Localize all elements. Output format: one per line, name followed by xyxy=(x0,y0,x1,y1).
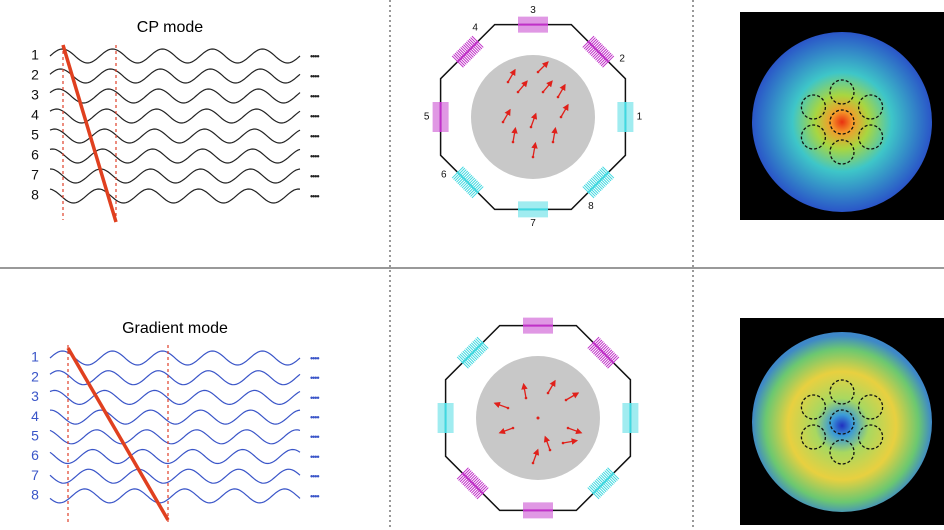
phantom xyxy=(471,55,595,179)
waveform xyxy=(50,149,300,163)
continuation-dots: •••• xyxy=(310,373,319,383)
coil xyxy=(433,102,449,132)
vector-origin xyxy=(517,91,520,94)
waveform xyxy=(50,390,300,404)
continuation-dots: •••• xyxy=(310,191,319,201)
vector-origin xyxy=(507,81,510,84)
vector-origin xyxy=(537,71,540,74)
coil-label: 5 xyxy=(424,112,430,123)
vector-origin xyxy=(547,392,550,395)
channel-number: 7 xyxy=(31,167,39,183)
field-map xyxy=(752,32,932,212)
vector-origin xyxy=(562,442,565,445)
waveform xyxy=(50,351,300,365)
channel-number: 3 xyxy=(31,388,39,404)
vector-origin xyxy=(525,397,528,400)
waveform xyxy=(50,489,300,503)
coil xyxy=(518,201,548,217)
vector-origin xyxy=(560,116,563,119)
continuation-dots: •••• xyxy=(310,171,319,181)
coil-label: 4 xyxy=(472,22,478,33)
channel-number: 1 xyxy=(31,47,39,63)
waveform xyxy=(50,69,300,83)
continuation-dots: •••• xyxy=(310,491,319,501)
channel-number: 2 xyxy=(31,67,39,83)
channel-number: 8 xyxy=(31,487,39,503)
channel-number: 5 xyxy=(31,127,39,143)
vector-origin xyxy=(512,427,515,430)
channel-number: 1 xyxy=(31,349,39,365)
continuation-dots: •••• xyxy=(310,432,319,442)
continuation-dots: •••• xyxy=(310,393,319,403)
waveform xyxy=(50,169,300,183)
vector-origin xyxy=(512,141,515,144)
channel-number: 8 xyxy=(31,187,39,203)
vector-origin xyxy=(557,96,560,99)
continuation-dots: •••• xyxy=(310,91,319,101)
phase-line xyxy=(68,348,168,520)
coil xyxy=(518,17,548,33)
coil-label: 6 xyxy=(441,170,447,181)
vector-origin xyxy=(567,427,570,430)
vector-origin xyxy=(532,462,535,465)
channel-number: 2 xyxy=(31,368,39,384)
continuation-dots: •••• xyxy=(310,131,319,141)
coil xyxy=(523,318,553,334)
waveform xyxy=(50,450,300,464)
coil-label: 2 xyxy=(619,54,625,65)
row-title: CP mode xyxy=(137,19,204,36)
vector-origin xyxy=(565,399,568,402)
continuation-dots: •••• xyxy=(310,151,319,161)
figure: CP mode Gradient mode 1 •••• 2 •••• 3 •••• 4 ••… xyxy=(0,0,944,530)
vector-origin xyxy=(502,121,505,124)
vector-origin xyxy=(507,407,510,410)
channel-number: 5 xyxy=(31,428,39,444)
waveform xyxy=(50,49,300,63)
vector-origin xyxy=(552,141,555,144)
waveform xyxy=(50,189,300,203)
channel-number: 4 xyxy=(31,408,39,424)
vector-origin xyxy=(530,126,533,129)
vector-origin xyxy=(532,156,535,159)
waveform xyxy=(50,430,300,444)
channel-number: 6 xyxy=(31,447,39,463)
coil-label: 1 xyxy=(637,112,643,123)
coil xyxy=(622,403,638,433)
phase-line xyxy=(63,45,116,222)
field-map xyxy=(752,332,932,512)
coil xyxy=(617,102,633,132)
channel-number: 4 xyxy=(31,107,39,123)
coil-label: 3 xyxy=(530,5,536,16)
vector-origin xyxy=(542,91,545,94)
continuation-dots: •••• xyxy=(310,452,319,462)
vector-origin xyxy=(549,449,552,452)
coil-label: 7 xyxy=(530,218,536,229)
coil-label: 8 xyxy=(588,201,594,212)
channel-number: 7 xyxy=(31,467,39,483)
continuation-dots: •••• xyxy=(310,111,319,121)
continuation-dots: •••• xyxy=(310,412,319,422)
coil xyxy=(523,502,553,518)
waveform xyxy=(50,410,300,424)
continuation-dots: •••• xyxy=(310,472,319,482)
continuation-dots: •••• xyxy=(310,71,319,81)
waveform xyxy=(50,89,300,103)
coil xyxy=(438,403,454,433)
continuation-dots: •••• xyxy=(310,353,319,363)
continuation-dots: •••• xyxy=(310,51,319,61)
vector-origin xyxy=(537,417,540,420)
channel-number: 3 xyxy=(31,87,39,103)
channel-number: 6 xyxy=(31,147,39,163)
row-title: Gradient mode xyxy=(122,320,228,337)
waveform xyxy=(50,469,300,483)
